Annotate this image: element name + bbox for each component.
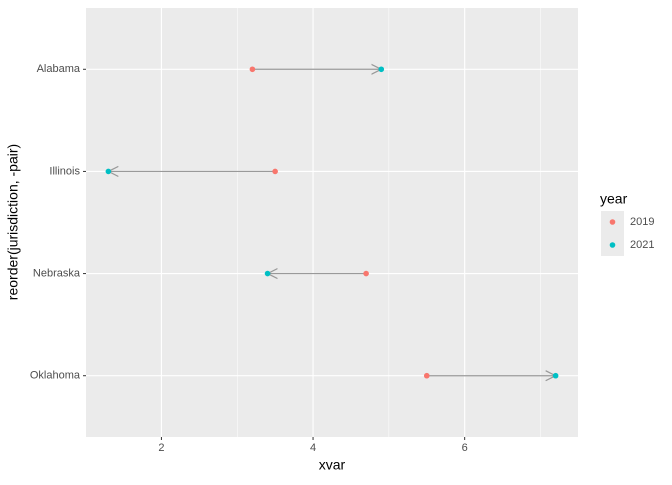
point <box>105 168 112 175</box>
point <box>552 372 559 379</box>
point <box>423 372 430 379</box>
panel <box>86 8 578 437</box>
point <box>249 66 256 73</box>
legend-keys <box>601 211 624 256</box>
legend-title: year <box>600 191 628 207</box>
x-tick-label: 4 <box>310 442 316 454</box>
legend-label: 2019 <box>630 216 654 228</box>
y-tick-label: Illinois <box>49 165 80 177</box>
x-tick-label: 6 <box>462 442 468 454</box>
x-tick-label: 2 <box>158 442 164 454</box>
x-axis-title: xvar <box>319 457 346 473</box>
legend-label: 2021 <box>630 239 654 251</box>
point <box>363 270 369 277</box>
y-tick-label: Alabama <box>37 63 81 75</box>
y-tick-label: Oklahoma <box>30 370 81 382</box>
point <box>264 270 271 277</box>
y-tick-label: Nebraska <box>33 267 81 279</box>
legend-key <box>609 219 616 225</box>
y-axis-title: reorder(jurisdiction, -pair) <box>5 144 21 300</box>
point <box>378 66 385 73</box>
legend-key <box>609 242 616 248</box>
point <box>272 168 278 175</box>
